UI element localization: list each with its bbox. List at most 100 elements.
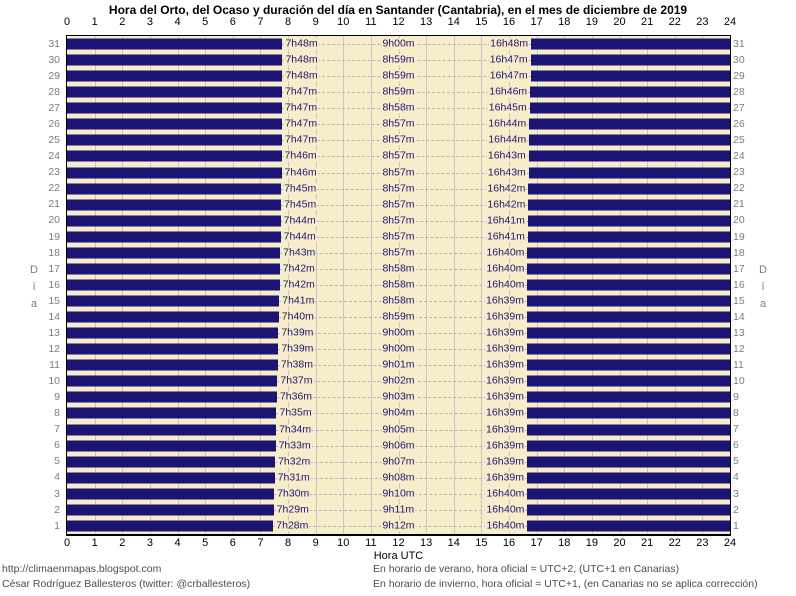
night-bar-morning: [67, 167, 282, 179]
hour-tick-label: 17: [530, 537, 543, 549]
day-number: 6: [733, 439, 739, 452]
day-number: 20: [48, 214, 60, 227]
footer-author: César Rodríguez Ballesteros (twitter: @c…: [2, 578, 251, 590]
night-bar-morning: [67, 102, 282, 114]
day-number: 16: [48, 278, 60, 291]
day-numbers-right: 31 30 29 28 27 26 25 24 23 22 21 20 19 18 17 16 15 14 13 12…: [733, 36, 773, 534]
night-bar-morning: [67, 424, 277, 436]
night-bar-evening: [531, 38, 730, 50]
sunset-time-label: 16h40m: [485, 262, 526, 275]
night-bar-morning: [67, 231, 281, 243]
hour-tick-label: 23: [696, 537, 709, 549]
footer-url: http://climaenmapas.blogspot.com: [2, 563, 162, 575]
day-duration-label: 9h01m: [381, 358, 416, 371]
night-bar-evening: [526, 295, 730, 307]
day-number: 23: [733, 166, 745, 179]
sunset-time-label: 16h39m: [485, 342, 525, 355]
hour-tick-label: 19: [585, 537, 598, 549]
sunset-time-label: 16h46m: [488, 85, 529, 98]
night-bar-morning: [67, 311, 279, 323]
sunset-time-label: 16h39m: [485, 455, 525, 468]
sunrise-time-label: 7h28m: [275, 519, 310, 532]
day-row: 7h44m 8h57m 16h41m: [67, 213, 730, 229]
hour-tick-label: 11: [365, 16, 377, 28]
night-bar-evening: [527, 504, 730, 516]
night-bar-evening: [527, 247, 730, 259]
sunset-time-label: 16h39m: [485, 439, 525, 452]
day-number: 11: [733, 359, 744, 372]
day-number: 14: [733, 310, 745, 323]
day-row: 7h34m 9h05m 16h39m: [67, 422, 730, 438]
hour-tick-label: 6: [229, 16, 236, 28]
sunset-time-label: 16h47m: [488, 53, 529, 66]
day-duration-label: 9h06m: [381, 439, 416, 452]
night-bar-evening: [526, 327, 730, 339]
sunset-time-label: 16h39m: [485, 294, 525, 307]
day-duration-label: 9h02m: [381, 374, 416, 387]
night-bar-evening: [527, 520, 730, 532]
night-bar-morning: [67, 375, 278, 387]
night-bar-evening: [526, 407, 730, 419]
night-bar-evening: [526, 424, 730, 436]
night-bar-morning: [67, 247, 281, 259]
night-bar-morning: [67, 134, 282, 146]
sunrise-time-label: 7h36m: [278, 390, 314, 403]
hour-tick-label: 2: [119, 16, 126, 28]
hour-tick-label: 4: [174, 16, 181, 28]
day-row: 7h45m 8h57m 16h42m: [67, 197, 730, 213]
sunset-time-label: 16h39m: [485, 326, 525, 339]
sunrise-time-label: 7h47m: [284, 85, 319, 98]
day-number: 15: [48, 294, 60, 307]
night-bar-morning: [67, 440, 276, 452]
day-number: 4: [733, 471, 739, 484]
sunrise-time-label: 7h38m: [279, 358, 314, 371]
sunrise-time-label: 7h44m: [282, 230, 317, 243]
sunrise-time-label: 7h32m: [277, 455, 312, 468]
day-number: 10: [48, 375, 60, 388]
hour-tick-label: 13: [420, 537, 433, 549]
day-number: 14: [48, 310, 60, 323]
x-axis-bottom: 0 1 2 3 4 5 6 7 8 9 10 11 12 13 14 15 16 17 18 19 20 21 22 23 24: [63, 537, 736, 551]
sunset-time-label: 16h40m: [485, 487, 526, 500]
night-bar-evening: [528, 150, 730, 162]
day-duration-label: 9h07m: [381, 455, 416, 468]
night-bar-morning: [67, 263, 280, 275]
day-row: 7h42m 8h58m 16h40m: [67, 261, 730, 277]
night-bar-evening: [527, 263, 730, 275]
sunset-time-label: 16h43m: [486, 149, 527, 162]
day-row: 7h45m 8h57m 16h42m: [67, 181, 730, 197]
night-bar-morning: [67, 54, 283, 66]
sunrise-time-label: 7h34m: [278, 423, 313, 436]
day-number: 1: [733, 519, 739, 532]
sunset-time-label: 16h45m: [487, 101, 528, 114]
hour-tick-label: 22: [668, 537, 681, 549]
day-duration-label: 8h59m: [381, 310, 416, 323]
day-number: 29: [48, 69, 60, 82]
night-bar-evening: [526, 440, 730, 452]
day-duration-label: 8h59m: [381, 53, 416, 66]
day-number: 13: [733, 326, 745, 339]
day-duration-label: 9h00m: [381, 326, 416, 339]
sunset-time-label: 16h47m: [488, 69, 529, 82]
night-bar-evening: [527, 488, 730, 500]
sunset-time-label: 16h40m: [485, 503, 526, 516]
y-axis-label-letter: D: [759, 264, 767, 276]
day-number: 3: [733, 487, 739, 500]
night-bar-evening: [526, 359, 730, 371]
sunrise-time-label: 7h47m: [284, 117, 319, 130]
hour-tick-label: 9: [312, 537, 319, 549]
day-row: 7h28m 9h12m 16h40m: [67, 518, 730, 534]
day-row: 7h48m 9h00m 16h48m: [67, 36, 730, 52]
hour-tick-label: 20: [613, 16, 626, 28]
sunrise-time-label: 7h37m: [279, 374, 314, 387]
day-number: 11: [49, 359, 60, 372]
night-bar-morning: [67, 343, 279, 355]
x-axis-label: Hora UTC: [373, 550, 424, 562]
y-axis-label-letter: a: [759, 298, 767, 310]
hour-tick-label: 6: [229, 537, 236, 549]
hour-tick-label: 0: [63, 537, 71, 549]
night-bar-evening: [526, 472, 730, 484]
night-bar-morning: [67, 279, 280, 291]
